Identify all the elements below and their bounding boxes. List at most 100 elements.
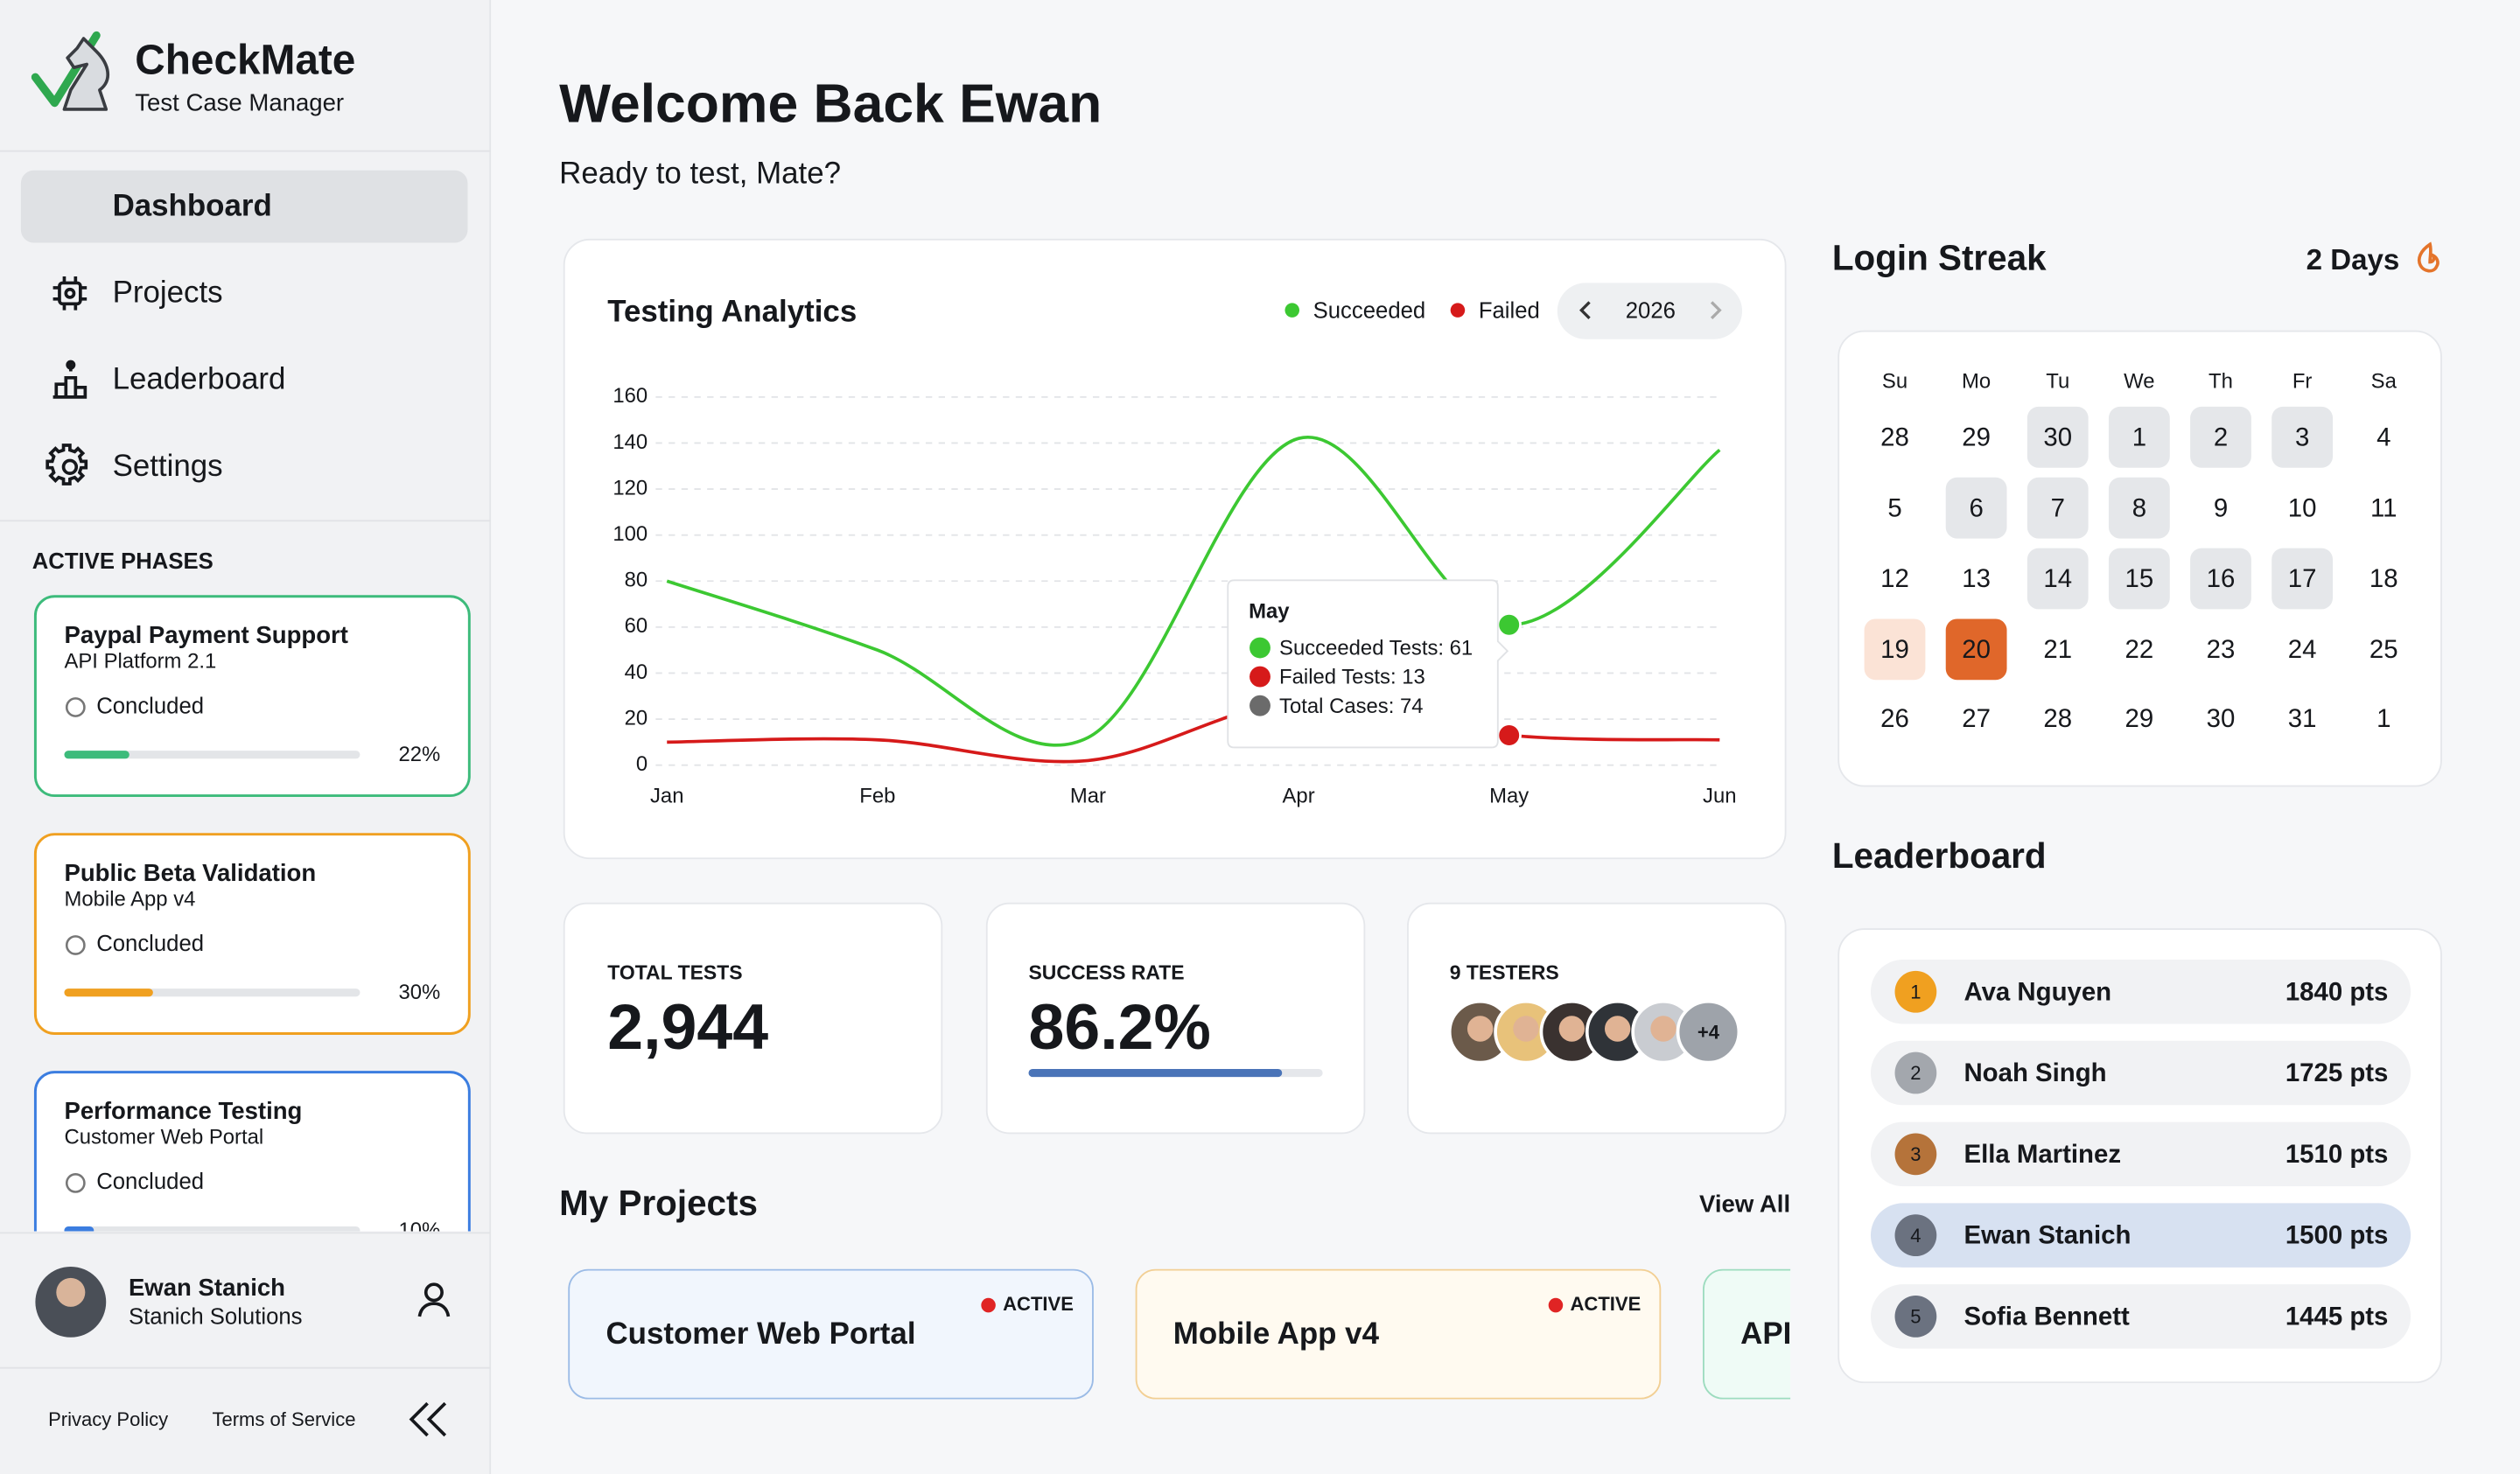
calendar-day[interactable]: 1 [2376, 704, 2390, 733]
phase-card[interactable] [33, 595, 471, 798]
calendar-day[interactable]: 25 [2370, 635, 2398, 664]
calendar-day[interactable]: 28 [2043, 704, 2072, 733]
phase-card[interactable] [33, 833, 471, 1035]
calendar-day[interactable]: 4 [2376, 423, 2390, 451]
calendar-day[interactable]: 30 [2207, 704, 2236, 733]
calendar-day[interactable]: 24 [2288, 635, 2317, 664]
nav-item[interactable]: Leaderboard [113, 362, 286, 396]
stat-card [563, 902, 943, 1135]
player-name: Sofia Bennett [1964, 1303, 2129, 1331]
player-name: Ewan Stanich [1964, 1221, 2131, 1250]
calendar-day[interactable]: 30 [2043, 423, 2072, 451]
calendar-day[interactable]: 17 [2288, 564, 2317, 593]
calendar-day[interactable]: 29 [2125, 704, 2154, 733]
rate-fill [1028, 1068, 1283, 1078]
highlight-point [1496, 611, 1522, 638]
calendar-day[interactable]: 21 [2043, 635, 2072, 664]
x-tick-label: Feb [859, 785, 895, 808]
tester-face [1558, 1016, 1586, 1042]
weekday: Fr [2292, 370, 2313, 394]
calendar-day[interactable]: 6 [1969, 493, 1983, 522]
phase-card[interactable] [33, 1071, 471, 1272]
calendar-day[interactable]: 26 [1880, 704, 1909, 733]
leaderboard-row [1870, 1203, 2412, 1268]
tooltip-swatch [1250, 666, 1270, 688]
phase-status: Concluded [96, 694, 204, 718]
nav-active [20, 170, 468, 243]
y-tick-label: 80 [625, 569, 648, 592]
tester-face [1466, 1016, 1494, 1042]
nav-item[interactable]: Settings [113, 449, 223, 483]
year-label: 2026 [1626, 298, 1676, 323]
calendar-day[interactable]: 27 [1962, 704, 1991, 733]
y-tick-label: 40 [625, 660, 648, 684]
calendar-day[interactable]: 29 [1962, 423, 1991, 451]
weekday: We [2124, 370, 2154, 394]
rank-badge [1894, 1214, 1937, 1257]
progress-fill [64, 751, 130, 759]
day-highlight [1945, 477, 2007, 539]
calendar-day[interactable]: 1 [2132, 423, 2146, 451]
profile-icon[interactable] [417, 1282, 451, 1317]
calendar-day[interactable]: 14 [2043, 564, 2072, 593]
calendar-day[interactable]: 10 [2288, 493, 2317, 522]
day-highlight [2272, 548, 2334, 610]
project-name: Customer Web Portal [606, 1317, 915, 1351]
rank: 4 [1910, 1225, 1921, 1247]
y-tick-label: 160 [612, 384, 648, 408]
user-avatar-face [56, 1277, 86, 1307]
phase-title: Performance Testing [64, 1097, 302, 1124]
nav-item[interactable]: Dashboard [113, 188, 272, 222]
calendar-day[interactable]: 20 [1962, 635, 1991, 664]
project-card[interactable] [568, 1268, 1094, 1400]
x-tick-label: Jun [1703, 785, 1736, 808]
progress-label: 10% [398, 1219, 440, 1242]
phase-status: Concluded [96, 932, 204, 956]
calendar-day[interactable]: 31 [2288, 704, 2317, 733]
year-picker [1557, 283, 1743, 339]
calendar-day[interactable]: 13 [1962, 564, 1991, 593]
footer-link[interactable]: Terms of Service [212, 1408, 355, 1430]
calendar-day[interactable]: 3 [2295, 423, 2309, 451]
calendar-day[interactable]: 19 [1880, 635, 1909, 664]
calendar-day[interactable]: 8 [2132, 493, 2146, 522]
phase-subtitle: API Platform 2.1 [64, 649, 216, 673]
calendar-day[interactable]: 23 [2207, 635, 2236, 664]
calendar-day[interactable]: 11 [2370, 493, 2397, 522]
tagline: Test Case Manager [135, 89, 344, 116]
next-year[interactable] [1710, 301, 1722, 319]
calendar-day[interactable]: 12 [1880, 564, 1909, 593]
calendar-day[interactable]: 28 [1880, 423, 1909, 451]
calendar-day[interactable]: 9 [2214, 493, 2228, 522]
calendar-day[interactable]: 16 [2207, 564, 2236, 593]
x-tick-label: Apr [1283, 785, 1315, 808]
tooltip-line: Failed Tests: 13 [1279, 666, 1425, 689]
view-all[interactable]: View All [1699, 1190, 1790, 1217]
progress-track [64, 751, 360, 759]
y-tick-label: 120 [612, 476, 648, 499]
calendar-day[interactable]: 5 [1887, 493, 1901, 522]
user-name: Ewan Stanich [129, 1274, 285, 1301]
logo [31, 31, 109, 111]
project-card[interactable] [1703, 1268, 2228, 1400]
footer-link[interactable]: Privacy Policy [48, 1408, 168, 1430]
calendar-day[interactable]: 15 [2125, 564, 2154, 593]
project-card[interactable] [1135, 1268, 1662, 1400]
legend-label: Succeeded [1313, 298, 1426, 323]
section-heading: ACTIVE PHASES [32, 549, 214, 574]
nav-item[interactable]: Projects [113, 275, 223, 309]
progress-track [64, 1226, 360, 1232]
legend-swatch [1450, 303, 1466, 318]
calendar-day[interactable]: 18 [2370, 564, 2398, 593]
calendar-day[interactable]: 22 [2125, 635, 2154, 664]
tester-face [1604, 1016, 1631, 1042]
calendar-day[interactable]: 7 [2051, 493, 2065, 522]
page-subtitle: Ready to test, Mate? [559, 157, 841, 191]
prev-year[interactable] [1579, 301, 1591, 319]
tooltip-title: May [1249, 599, 1290, 623]
calendar-day[interactable]: 2 [2214, 423, 2228, 451]
leaderboard-row [1870, 959, 2412, 1024]
collapse-button[interactable] [409, 1401, 447, 1437]
